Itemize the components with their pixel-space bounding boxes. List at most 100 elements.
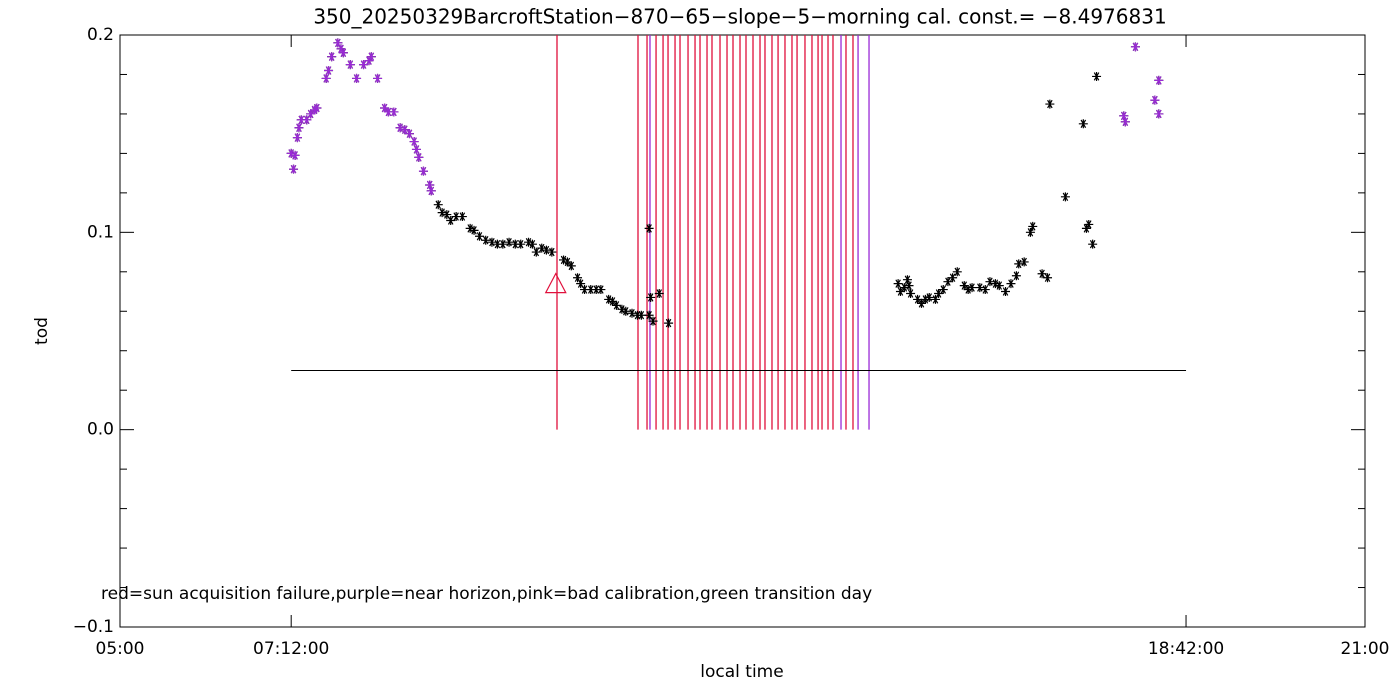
data-point — [321, 73, 331, 83]
data-point — [492, 239, 502, 249]
data-point — [985, 277, 995, 287]
data-point — [1078, 119, 1088, 129]
data-point — [469, 225, 479, 235]
y-tick-label: 0.1 — [87, 222, 114, 242]
data-point — [621, 306, 631, 316]
data-point — [913, 294, 923, 304]
data-point — [938, 285, 948, 295]
y-tick-label: 0.2 — [87, 25, 114, 45]
data-point — [457, 212, 467, 222]
data-point — [1014, 259, 1024, 269]
data-point — [380, 103, 390, 113]
data-point — [465, 223, 475, 233]
data-point — [893, 279, 903, 289]
chart-title: 350_20250329BarcroftStation−870−65−slope… — [313, 5, 1166, 29]
data-point — [442, 210, 452, 220]
data-point — [948, 273, 958, 283]
data-point — [409, 137, 419, 147]
data-point — [604, 294, 614, 304]
data-point — [1006, 279, 1016, 289]
data-point — [1088, 239, 1098, 249]
data-point — [644, 310, 654, 320]
data-point — [510, 239, 520, 249]
data-point — [980, 285, 990, 295]
data-point — [627, 308, 637, 318]
data-point — [566, 261, 576, 271]
data-point — [924, 292, 934, 302]
data-point — [352, 73, 362, 83]
data-point — [1037, 269, 1047, 279]
data-point — [1120, 117, 1130, 127]
data-point — [446, 215, 456, 225]
data-point — [1045, 99, 1055, 109]
data-point — [414, 152, 424, 162]
data-point — [383, 107, 393, 117]
data-point — [541, 245, 551, 255]
data-point — [636, 310, 646, 320]
data-point — [611, 300, 621, 310]
data-point — [644, 223, 654, 233]
data-point — [617, 304, 627, 314]
data-point — [524, 237, 534, 247]
data-point — [345, 60, 355, 70]
data-point — [1028, 221, 1038, 231]
y-axis-label: tod — [32, 317, 52, 345]
data-point — [451, 212, 461, 222]
data-point — [591, 285, 601, 295]
data-point — [906, 289, 916, 299]
plot-frame — [119, 34, 1366, 628]
data-point — [975, 283, 985, 293]
data-point — [425, 180, 435, 190]
data-point — [481, 235, 491, 245]
data-point — [310, 105, 320, 115]
data-point — [504, 237, 514, 247]
data-point — [1043, 273, 1053, 283]
data-point — [1011, 271, 1021, 281]
data-point — [411, 144, 421, 154]
data-point — [904, 281, 914, 291]
data-point — [527, 239, 537, 249]
data-point — [327, 52, 337, 62]
data-point — [899, 283, 909, 293]
data-point — [404, 129, 414, 139]
data-point — [296, 115, 306, 125]
data-point — [292, 133, 302, 143]
data-point — [920, 294, 930, 304]
data-point — [1092, 71, 1102, 81]
data-point — [306, 109, 316, 119]
data-point — [608, 296, 618, 306]
y-tick-label: 0.0 — [87, 420, 114, 440]
data-point — [537, 243, 547, 253]
data-point — [963, 285, 973, 295]
data-point — [1154, 109, 1164, 119]
data-point — [286, 148, 296, 158]
data-point — [902, 275, 912, 285]
data-point — [664, 318, 674, 328]
data-point — [654, 289, 664, 299]
data-point — [389, 107, 399, 117]
data-point — [312, 103, 322, 113]
data-point — [1119, 111, 1129, 121]
x-tick-label: 21:00 — [1341, 639, 1390, 659]
data-point — [338, 48, 348, 58]
data-point — [366, 52, 376, 62]
data-point — [289, 164, 299, 174]
data-point — [474, 231, 484, 241]
data-point — [1154, 75, 1164, 85]
data-point — [916, 298, 926, 308]
data-point — [547, 247, 557, 257]
data-point — [400, 125, 410, 135]
data-point — [324, 66, 334, 76]
data-point — [290, 150, 300, 160]
data-point — [990, 279, 1000, 289]
triangle-marker — [544, 272, 567, 294]
data-point — [336, 44, 346, 54]
data-point — [586, 285, 596, 295]
data-point — [648, 316, 658, 326]
data-point — [364, 56, 374, 66]
data-point — [596, 285, 606, 295]
data-point — [646, 292, 656, 302]
data-point — [930, 294, 940, 304]
